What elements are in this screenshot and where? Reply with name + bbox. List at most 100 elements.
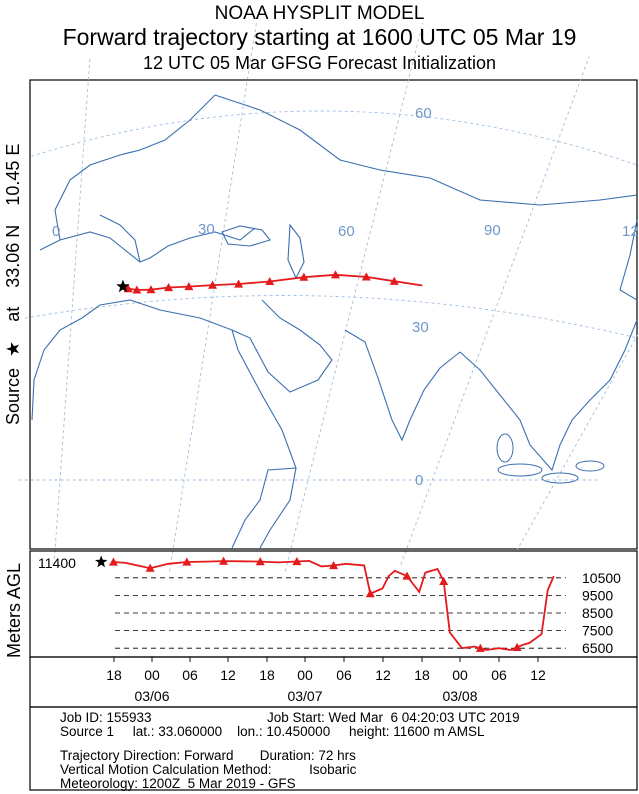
source-star: ★ [3,341,23,357]
longitude-line [400,56,590,565]
height-marker [402,571,412,580]
time-hour-label: 06 [182,667,198,683]
time-hour-label: 00 [297,667,313,683]
map-trajectory [116,270,423,294]
coastline [81,299,297,549]
trajectory-marker [234,279,244,288]
height-marker [512,642,522,651]
map-grid-labels: 60 30 0 0 30 60 90 12 [52,105,639,489]
coastline [619,219,638,301]
latitude-line [31,110,639,167]
trajectory-marker [265,276,275,286]
map-coastlines [31,94,638,549]
coastline [39,227,256,263]
height-tick-label: 6500 [582,640,613,656]
time-hour-label: 12 [530,667,546,683]
latitude-label: 0 [415,472,423,489]
height-tick-label: 7500 [582,623,613,639]
time-hour-label: 12 [375,667,391,683]
height-marker [475,643,485,652]
info-job-start: Job Start: Wed Mar 6 04:20:03 UTC 2019 [267,710,520,725]
coastline [259,467,297,549]
longitude-line [284,22,424,572]
trajectory-marker [361,272,371,281]
height-source-star [95,555,108,568]
longitude-label: 12 [622,223,639,240]
time-date-label: 03/06 [134,688,169,704]
info-meteorology: Meteorology: 1200Z 5 Mar 2019 - GFS [60,776,296,791]
coastline [287,223,305,280]
info-vertical-method: Vertical Motion Calculation Method: Isob… [60,762,357,777]
height-tick-label: 10500 [582,570,621,586]
time-date-label: 03/07 [287,688,322,704]
time-hour-label: 18 [259,667,275,683]
height-marker [182,557,192,566]
time-hour-label: 18 [106,667,122,683]
island-outline [541,472,579,484]
time-axis: 18 00 06 12 18 00 06 12 18 00 06 12 03/06 03/07 03/08 [106,657,546,704]
height-marker [439,576,449,585]
height-marker [329,561,339,570]
coastline [214,94,638,206]
trajectory-marker [146,285,156,294]
trajectory-marker [132,285,142,294]
longitude-line [516,331,639,552]
height-marker [365,589,375,598]
source-at: at [3,307,23,322]
source-lon: 10.45 E [3,144,23,206]
longitude-label: 0 [52,223,60,240]
longitude-label: 30 [198,221,215,238]
longitude-label: 60 [338,223,355,240]
latitude-label: 60 [415,105,432,122]
trajectory-marker [331,270,341,279]
trajectory-marker [208,280,218,289]
height-marker [145,563,155,572]
time-hour-label: 06 [336,667,352,683]
info-direction: Trajectory Direction: Forward Duration: … [60,748,356,763]
island-outline [575,460,605,472]
trajectory-marker [299,272,309,281]
time-hour-label: 00 [144,667,160,683]
height-start-label: 11400 [38,555,76,571]
trajectory-marker [164,283,174,292]
latitude-line [24,295,639,339]
island-outline [496,433,514,463]
header-title: NOAA HYSPLIT MODEL [214,3,425,24]
height-tick-label: 9500 [582,587,613,603]
height-ylabel: Meters AGL [4,563,24,658]
header-initialization: 12 UTC 05 Mar GFSG Forecast Initializati… [142,53,497,73]
coastline [99,214,141,263]
info-frame [29,706,638,791]
source-location-label: Source ★ at 33.06 N 10.45 E [3,144,23,425]
height-line [113,559,555,651]
source-lat: 33.06 N [3,225,23,288]
time-date-label: 03/08 [442,688,477,704]
time-hour-label: 00 [452,667,468,683]
trajectory-marker [389,276,399,285]
height-marker [219,556,229,565]
height-marker [292,556,302,566]
coastline [344,329,461,442]
height-marker [108,557,118,566]
info-source: Source 1 lat.: 33.060000 lon.: 10.450000… [60,724,485,739]
map-frame [29,79,638,550]
longitude-label: 90 [484,222,501,239]
map-grid [18,22,639,572]
latitude-label: 30 [412,319,429,336]
longitude-line [53,56,91,565]
longitude-line [169,22,257,572]
coastline [459,319,638,472]
height-tick-label: 8500 [582,605,613,621]
coastline [221,225,271,247]
height-trajectory [95,555,555,652]
height-marker [255,557,265,566]
info-job-id: Job ID: 155933 [60,710,152,725]
coastline [231,299,333,393]
coastline [31,317,83,421]
header-subtitle: Forward trajectory starting at 1600 UTC … [62,24,577,50]
coastline [54,94,216,241]
time-hour-label: 18 [414,667,430,683]
island-outline [497,463,543,477]
